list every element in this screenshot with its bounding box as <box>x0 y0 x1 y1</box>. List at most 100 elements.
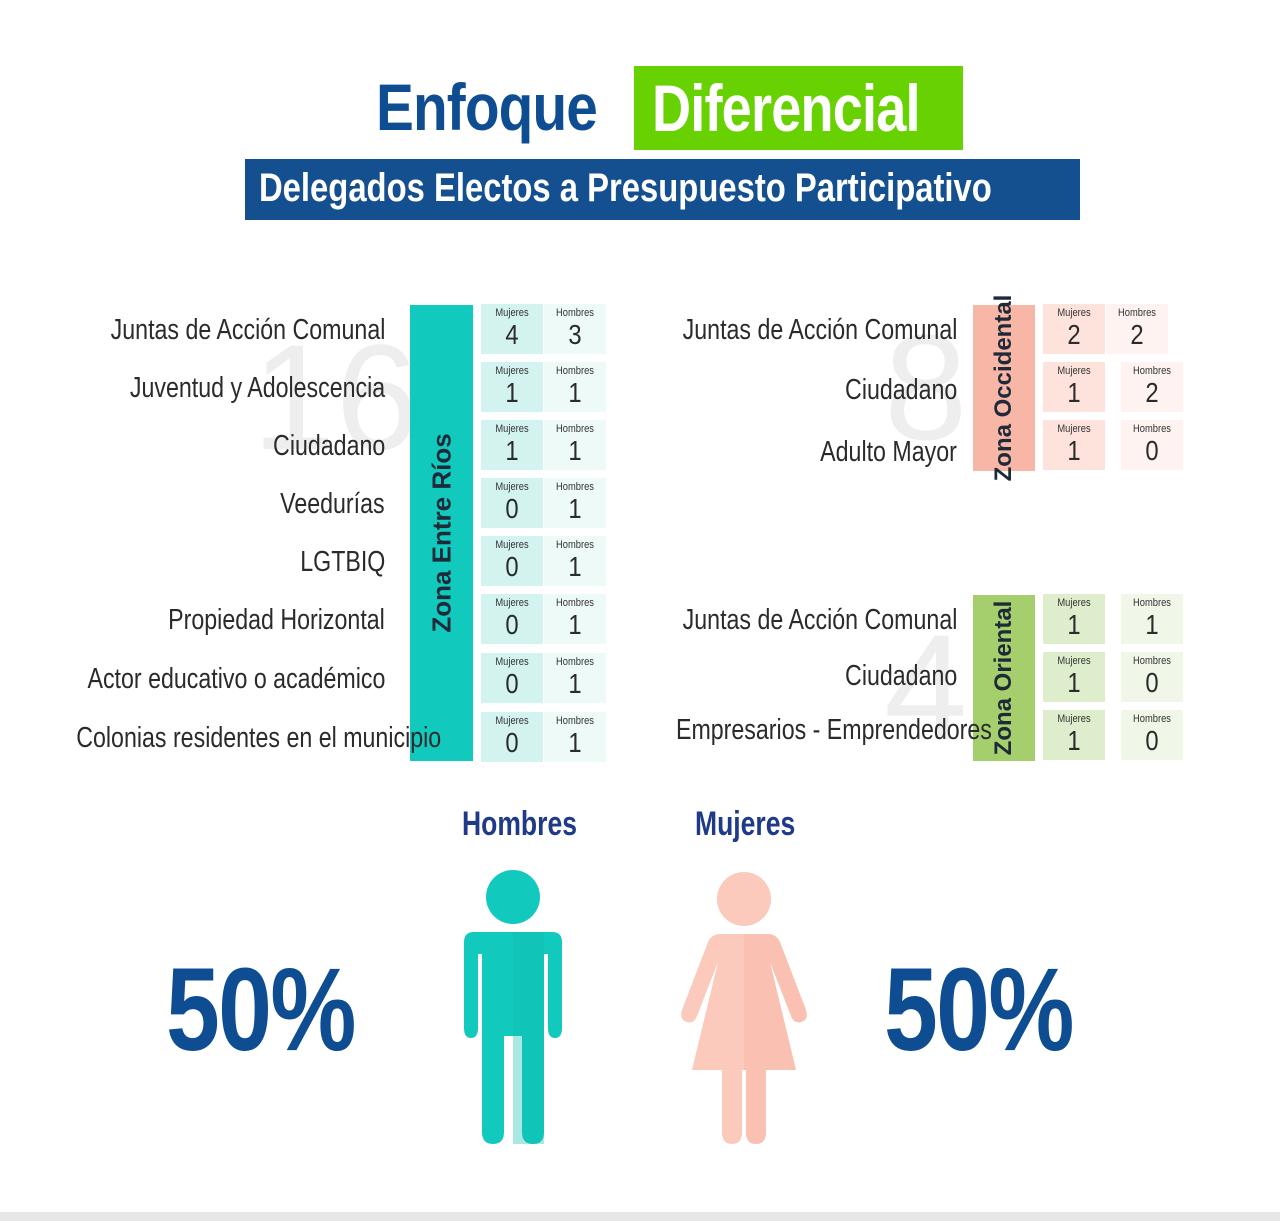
hombres-count: 2 <box>1145 377 1159 408</box>
mujeres-label: Mujeres <box>1057 307 1091 319</box>
mujeres-count: 2 <box>1067 319 1081 350</box>
hombres-label: Hombres <box>1133 597 1171 609</box>
mujeres-label: Mujeres <box>495 307 529 319</box>
hombres-count: 0 <box>1145 725 1159 756</box>
hombres-label: Hombres <box>1133 655 1171 667</box>
row-label: Ciudadano <box>597 370 957 410</box>
row-label: Veedurías <box>0 484 385 524</box>
hombres-label: Hombres <box>556 656 594 668</box>
page-subtitle: Delegados Electos a Presupuesto Particip… <box>259 166 992 210</box>
zone-occidental-total: 8 <box>884 303 968 471</box>
hombres-label: Hombres <box>556 539 594 551</box>
mujeres-count: 0 <box>505 727 519 758</box>
title-row: Enfoque Diferencial <box>0 62 1280 154</box>
row-label-text: Ciudadano <box>844 374 957 406</box>
hombres-count: 3 <box>568 319 582 350</box>
zone-name: Zona Oriental <box>990 600 1017 756</box>
mujeres-count: 1 <box>505 377 519 408</box>
mujeres-cell: Mujeres 1 <box>1043 594 1105 644</box>
hombres-cell: Hombres 0 <box>1121 652 1183 702</box>
hombres-label: Hombres <box>556 481 594 493</box>
mujeres-count: 4 <box>505 319 519 350</box>
hombres-cell: Hombres 0 <box>1121 420 1183 470</box>
hombres-count: 1 <box>568 727 582 758</box>
mujeres-cell: Mujeres 1 <box>1043 710 1105 760</box>
mujeres-cell: Mujeres 2 <box>1043 304 1105 354</box>
zone-name: Zona Entre Ríos <box>426 433 456 633</box>
zone-name: Zona Occidental <box>990 294 1017 482</box>
hombres-cell: Hombres 1 <box>1121 594 1183 644</box>
row-label-text: Juntas de Acción Comunal <box>682 604 957 636</box>
mujeres-count: 0 <box>505 551 519 582</box>
mujeres-cell: Mujeres 0 <box>481 536 543 586</box>
mujeres-label: Mujeres <box>495 656 529 668</box>
mujeres-cell: Mujeres 1 <box>1043 362 1105 412</box>
hombres-count: 1 <box>568 551 582 582</box>
row-label: Juntas de Acción Comunal <box>0 310 385 350</box>
row-label-text: Colonias residentes en el municipio <box>76 722 442 754</box>
hombres-cell: Hombres 3 <box>544 304 606 354</box>
hombres-cell: Hombres 1 <box>544 653 606 703</box>
row-label: Propiedad Horizontal <box>0 600 385 640</box>
hombres-label: Hombres <box>462 805 577 843</box>
page-title-accent: Diferencial <box>652 71 921 145</box>
zone-oriental-total: 4 <box>884 603 968 771</box>
hombres-cell: Hombres 1 <box>544 362 606 412</box>
hombres-label: Hombres <box>556 715 594 727</box>
hombres-label: Hombres <box>556 307 594 319</box>
hombres-label: Hombres <box>556 423 594 435</box>
mujeres-label: Mujeres <box>1057 597 1091 609</box>
bottom-divider <box>0 1212 1280 1221</box>
mujeres-label: Mujeres <box>1057 655 1091 667</box>
row-label-text: Adulto Mayor <box>820 436 957 468</box>
hombres-cell: Hombres 1 <box>544 420 606 470</box>
mujeres-label: Mujeres <box>495 539 529 551</box>
hombres-count: 1 <box>568 435 582 466</box>
zone-bar: Zona Oriental <box>973 595 1035 761</box>
row-label: LGTBIQ <box>0 542 385 582</box>
hombres-label: Hombres <box>1133 423 1171 435</box>
mujeres-label: Mujeres <box>495 365 529 377</box>
row-label: Ciudadano <box>597 656 957 696</box>
hombres-count: 1 <box>568 377 582 408</box>
row-label: Juntas de Acción Comunal <box>597 310 957 350</box>
mujeres-label: Mujeres <box>495 423 529 435</box>
mujeres-label: Mujeres <box>495 597 529 609</box>
hombres-label: Hombres <box>556 597 594 609</box>
zone-bar: Zona Occidental <box>973 295 1035 481</box>
mujeres-cell: Mujeres 1 <box>481 362 543 412</box>
mujeres-cell: Mujeres 0 <box>481 594 543 644</box>
hombres-percentage: 50% <box>166 944 356 1076</box>
mujeres-label: Mujeres <box>695 805 796 843</box>
hombres-count: 1 <box>568 493 582 524</box>
row-label: Empresarios - Emprendedores <box>597 710 992 750</box>
man-icon <box>464 870 562 1144</box>
mujeres-count: 0 <box>505 668 519 699</box>
hombres-count: 1 <box>568 668 582 699</box>
mujeres-count: 1 <box>1067 609 1081 640</box>
row-label-text: Ciudadano <box>844 660 957 692</box>
row-label: Actor educativo o académico <box>0 659 385 699</box>
hombres-cell: Hombres 1 <box>544 478 606 528</box>
hombres-count: 0 <box>1145 435 1159 466</box>
zone-bar: Zona Entre Ríos <box>410 305 473 761</box>
hombres-count: 1 <box>1145 609 1159 640</box>
row-label-text: Propiedad Horizontal <box>168 604 385 636</box>
page-title: Enfoque <box>376 70 598 144</box>
row-label: Juventud y Adolescencia <box>0 368 385 408</box>
mujeres-label: Mujeres <box>1057 365 1091 377</box>
row-label: Colonias residentes en el municipio <box>0 718 441 758</box>
hombres-cell: Hombres 1 <box>544 712 606 762</box>
hombres-cell: Hombres 1 <box>544 594 606 644</box>
hombres-label: Hombres <box>556 365 594 377</box>
mujeres-cell: Mujeres 0 <box>481 653 543 703</box>
mujeres-cell: Mujeres 4 <box>481 304 543 354</box>
hombres-cell: Hombres 0 <box>1121 710 1183 760</box>
mujeres-cell: Mujeres 1 <box>1043 420 1105 470</box>
row-label: Ciudadano <box>0 426 385 466</box>
mujeres-count: 1 <box>1067 667 1081 698</box>
mujeres-count: 1 <box>1067 435 1081 466</box>
woman-icon <box>681 872 807 1144</box>
row-label: Juntas de Acción Comunal <box>597 600 957 640</box>
mujeres-count: 1 <box>1067 377 1081 408</box>
